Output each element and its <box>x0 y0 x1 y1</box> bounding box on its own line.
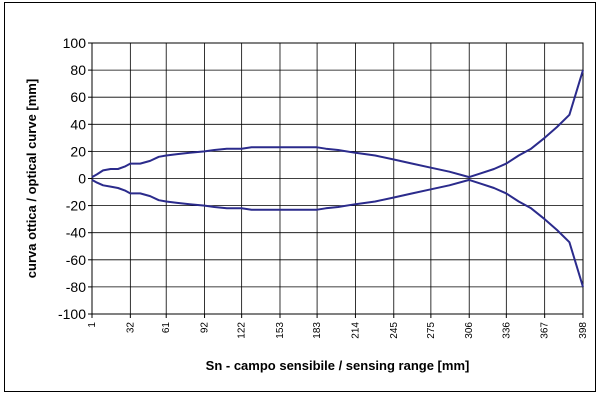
x-tick-label: 122 <box>237 322 248 339</box>
y-tick-label: -100 <box>58 306 86 322</box>
y-tick-label: -60 <box>66 252 86 268</box>
x-tick-label: 336 <box>501 322 512 339</box>
y-axis-title: curva ottica / optical curve [mm] <box>24 79 39 278</box>
x-tick-label: 306 <box>464 322 475 339</box>
y-axis-ticks: 100 80 60 40 20 0 -20 -40 -60 -80 -100 <box>58 35 92 322</box>
x-tick-label: 183 <box>312 322 323 339</box>
x-tick-label: 398 <box>578 322 589 339</box>
y-tick-label: 80 <box>70 62 86 78</box>
y-tick-label: 60 <box>70 89 86 105</box>
x-axis-title: Sn - campo sensibile / sensing range [mm… <box>206 358 470 373</box>
series-group <box>91 69 584 288</box>
y-tick-label: -40 <box>66 225 86 241</box>
series-line-upper <box>91 69 584 179</box>
x-tick-label: 61 <box>161 322 172 334</box>
y-tick-label: 0 <box>78 171 86 187</box>
grid <box>91 42 584 315</box>
series-line-lower <box>91 178 584 288</box>
y-tick-label: -80 <box>66 279 86 295</box>
y-tick-label: 100 <box>63 35 87 51</box>
x-tick-label: 214 <box>350 322 361 339</box>
y-tick-label: 40 <box>70 116 86 132</box>
chart-frame <box>4 2 596 392</box>
y-tick-label: 20 <box>70 143 86 159</box>
x-axis-ticks: 1 32 61 92 122 153 183 214 245 275 306 336 367 398 <box>87 314 589 339</box>
x-tick-label: 32 <box>125 322 136 334</box>
x-tick-label: 245 <box>389 322 400 339</box>
y-tick-label: -20 <box>66 198 86 214</box>
x-tick-label: 92 <box>200 322 211 334</box>
x-tick-label: 367 <box>540 322 551 339</box>
x-tick-label: 1 <box>87 322 98 328</box>
x-tick-label: 153 <box>275 322 286 339</box>
x-tick-label: 275 <box>426 322 437 339</box>
